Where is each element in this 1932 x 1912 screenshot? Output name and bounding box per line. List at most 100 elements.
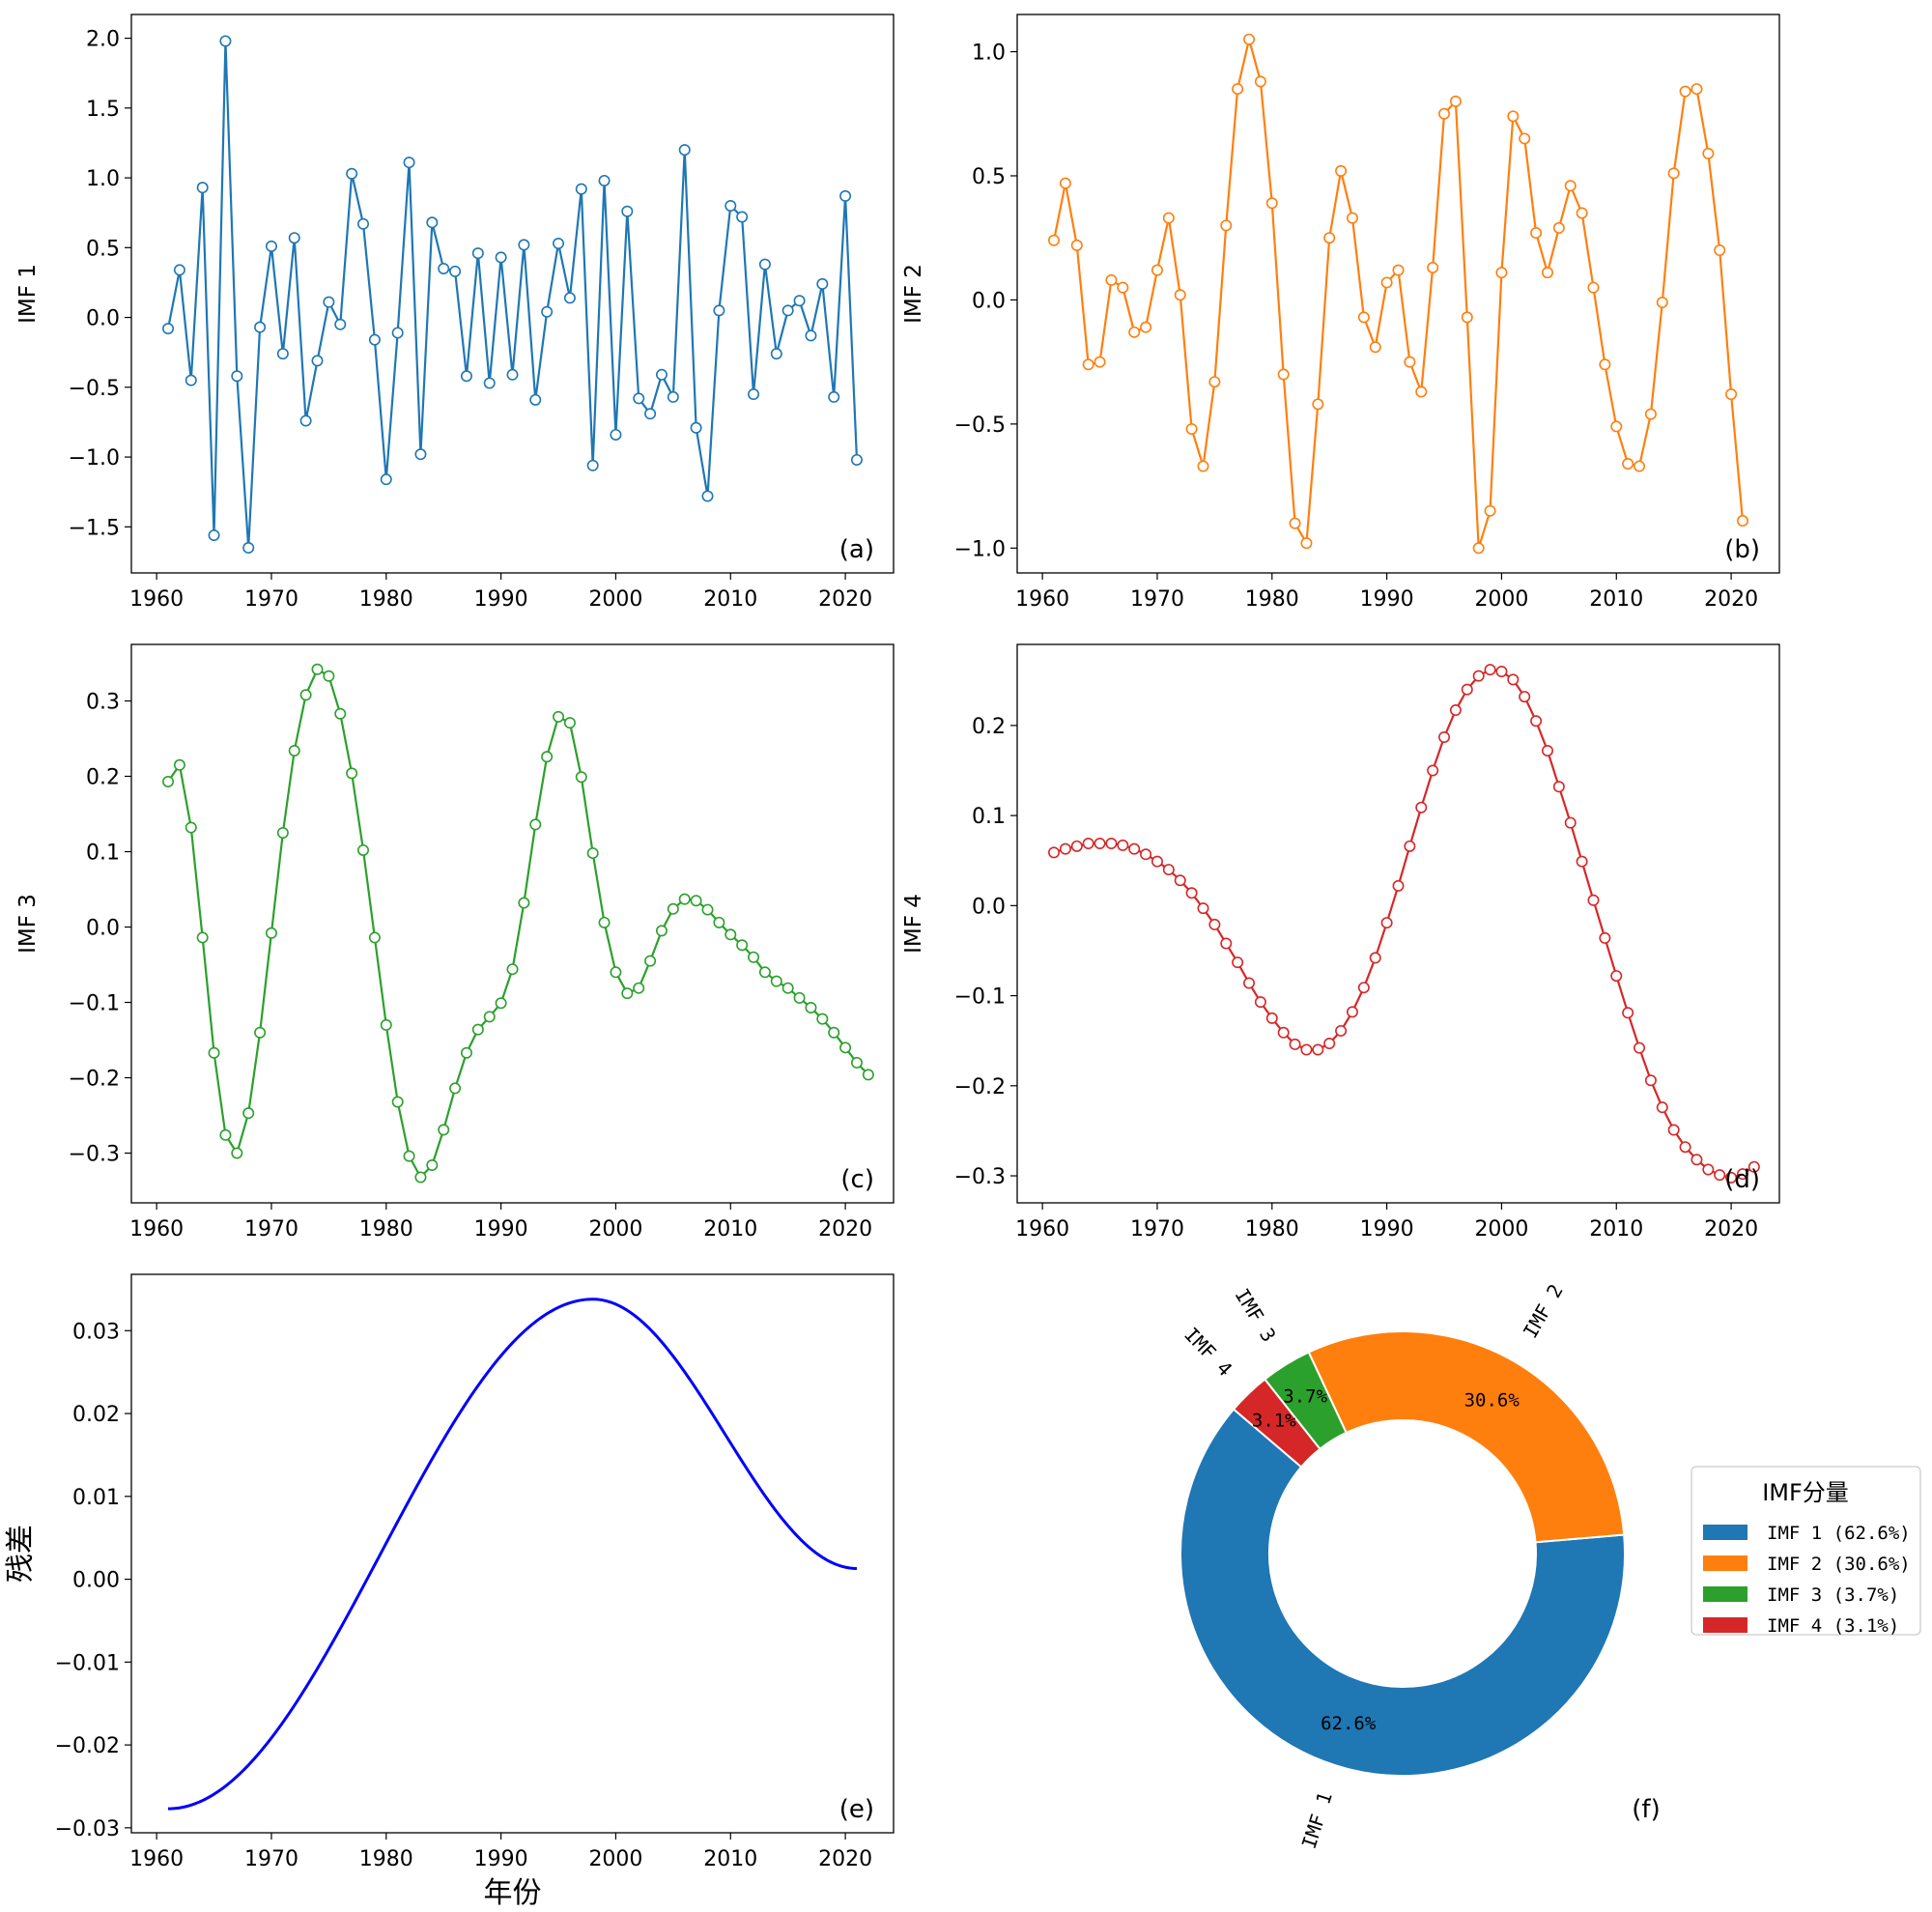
panel-label: (a)	[839, 535, 874, 564]
panel-label: (e)	[839, 1795, 874, 1824]
data-point	[1622, 457, 1634, 470]
data-point	[1174, 874, 1186, 887]
data-point	[1519, 691, 1531, 703]
data-point	[701, 903, 714, 916]
data-point	[1404, 840, 1416, 852]
data-point	[1220, 937, 1233, 950]
y-tick-label: 1.0	[972, 42, 1006, 66]
data-point	[1094, 356, 1106, 368]
data-point	[644, 408, 657, 420]
y-axis-label: 残差	[4, 1525, 38, 1583]
data-point	[724, 928, 737, 941]
legend-title: IMF分量	[1762, 1479, 1849, 1506]
data-point	[1702, 147, 1715, 159]
data-point	[495, 997, 507, 1010]
data-point	[426, 1158, 439, 1171]
data-point	[563, 717, 576, 729]
data-point	[1243, 977, 1256, 989]
data-point	[1380, 276, 1393, 289]
x-tick-label: 2010	[1589, 587, 1643, 612]
data-point	[483, 1011, 496, 1023]
data-point	[1714, 1169, 1726, 1182]
data-point	[1117, 281, 1129, 294]
data-point	[1392, 879, 1405, 892]
data-point	[1323, 1037, 1336, 1049]
data-point	[1082, 838, 1094, 850]
data-point	[1128, 326, 1141, 338]
data-point	[1427, 764, 1439, 777]
data-point	[231, 1147, 243, 1159]
y-tick-label: −0.01	[55, 1651, 120, 1675]
data-point	[1725, 1171, 1738, 1184]
data-point	[1530, 227, 1543, 240]
y-tick-label: 0.00	[72, 1569, 120, 1593]
pie-category-label: IMF 1	[1297, 1789, 1337, 1852]
panel-label: (f)	[1632, 1795, 1660, 1824]
data-point	[805, 329, 817, 342]
data-point	[1070, 840, 1083, 852]
data-point	[667, 902, 679, 915]
legend-entry: IMF 1 (62.6%)	[1767, 1523, 1911, 1544]
data-point	[254, 1026, 267, 1039]
data-point	[196, 931, 209, 944]
data-point	[438, 262, 450, 274]
data-point	[1702, 1163, 1715, 1176]
data-point	[1552, 221, 1565, 234]
y-tick-label: −0.02	[55, 1734, 120, 1758]
data-point	[1117, 839, 1129, 851]
data-point	[162, 323, 175, 335]
data-point	[575, 183, 587, 195]
y-tick-label: −0.2	[69, 1068, 120, 1092]
data-point	[678, 893, 691, 905]
data-point	[770, 975, 782, 987]
data-point	[1128, 842, 1141, 855]
data-point	[586, 847, 599, 860]
data-point	[1472, 670, 1485, 682]
data-point	[1438, 731, 1451, 744]
x-tick-label: 2000	[1474, 587, 1528, 612]
data-point	[633, 392, 645, 405]
legend-entry: IMF 2 (30.6%)	[1767, 1554, 1911, 1575]
data-point	[1587, 894, 1600, 906]
x-tick-label: 2000	[1474, 1217, 1528, 1241]
legend-swatch	[1703, 1555, 1747, 1571]
data-point	[633, 982, 645, 994]
x-tick-label: 2020	[818, 587, 872, 612]
data-point	[781, 982, 794, 994]
data-point	[299, 414, 312, 427]
panel-label: (b)	[1724, 535, 1760, 564]
axes-frame	[1016, 14, 1780, 574]
data-point	[1461, 683, 1473, 696]
data-point	[1185, 887, 1198, 899]
x-tick-label: 1970	[1130, 587, 1184, 612]
x-tick-label: 1990	[1360, 1217, 1414, 1241]
data-point	[1254, 996, 1266, 1009]
pie-slice-4	[1232, 1378, 1321, 1469]
data-point	[368, 931, 381, 944]
data-point	[553, 710, 565, 723]
data-point	[1576, 855, 1588, 868]
data-point	[667, 390, 679, 403]
data-point	[518, 239, 530, 251]
data-point	[1197, 902, 1209, 915]
data-point	[1265, 1012, 1278, 1024]
data-point	[196, 182, 209, 194]
data-point	[357, 217, 370, 230]
data-point	[1059, 842, 1071, 855]
data-point	[644, 955, 657, 967]
x-tick-label: 2000	[588, 587, 642, 612]
pie-category-label: IMF 4	[1179, 1323, 1236, 1381]
data-point	[1530, 715, 1543, 728]
data-point	[1576, 207, 1588, 219]
x-tick-label: 2010	[703, 1217, 757, 1241]
y-tick-label: 0.01	[72, 1486, 120, 1510]
data-point	[610, 428, 622, 441]
data-point	[1254, 75, 1266, 88]
x-tick-label: 1990	[474, 1217, 528, 1241]
x-tick-label: 1960	[129, 1217, 184, 1241]
x-tick-label: 2010	[703, 587, 757, 612]
data-point	[1404, 356, 1416, 368]
legend-frame	[1690, 1466, 1921, 1636]
x-tick-label: 1980	[359, 587, 413, 612]
data-point	[368, 333, 381, 346]
